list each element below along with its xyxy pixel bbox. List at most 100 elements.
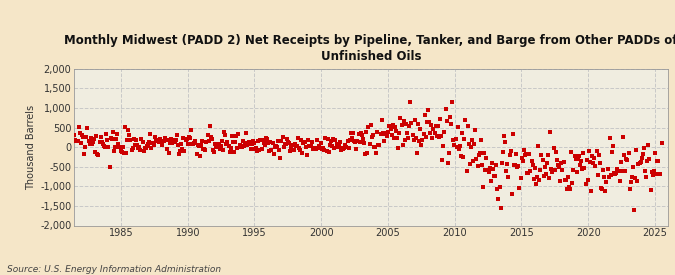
Point xyxy=(167,141,178,145)
Point xyxy=(292,136,303,140)
Point xyxy=(95,135,106,139)
Point xyxy=(452,125,463,129)
Point xyxy=(290,144,301,148)
Point xyxy=(655,172,666,176)
Point xyxy=(214,146,225,151)
Point xyxy=(315,145,325,150)
Point xyxy=(145,132,156,136)
Point xyxy=(107,130,118,134)
Point xyxy=(623,151,634,155)
Point xyxy=(520,152,531,156)
Point xyxy=(637,156,647,160)
Point xyxy=(647,173,658,177)
Point xyxy=(480,167,491,172)
Point xyxy=(601,180,612,184)
Point xyxy=(344,138,355,142)
Point xyxy=(642,159,653,164)
Point xyxy=(103,144,114,149)
Point xyxy=(379,138,389,143)
Point xyxy=(404,124,414,129)
Point xyxy=(619,153,630,157)
Point xyxy=(353,132,364,137)
Point xyxy=(656,141,667,145)
Point xyxy=(613,169,624,174)
Point xyxy=(564,184,574,189)
Point xyxy=(147,141,158,145)
Point xyxy=(482,167,493,172)
Point xyxy=(142,142,153,147)
Point xyxy=(460,118,471,122)
Point xyxy=(196,143,207,148)
Point xyxy=(484,166,495,170)
Point xyxy=(334,140,345,144)
Point xyxy=(126,148,137,152)
Point xyxy=(246,142,257,147)
Point xyxy=(367,133,378,137)
Point xyxy=(424,120,435,124)
Point xyxy=(454,147,464,151)
Point xyxy=(487,161,497,165)
Point xyxy=(545,130,556,134)
Point xyxy=(360,152,371,156)
Point xyxy=(346,131,356,135)
Point xyxy=(607,150,618,154)
Point xyxy=(221,142,232,146)
Point xyxy=(211,145,222,149)
Point xyxy=(93,152,104,157)
Point xyxy=(298,141,309,145)
Point xyxy=(341,145,352,149)
Point xyxy=(435,117,446,122)
Point xyxy=(595,161,605,165)
Point xyxy=(389,125,400,129)
Point xyxy=(123,128,134,132)
Point xyxy=(570,157,581,161)
Point xyxy=(429,130,440,135)
Point xyxy=(85,136,96,141)
Point xyxy=(620,169,630,174)
Point xyxy=(254,147,265,152)
Point xyxy=(502,161,513,166)
Point xyxy=(304,144,315,148)
Point xyxy=(445,115,456,119)
Point xyxy=(637,152,648,156)
Point xyxy=(224,150,235,155)
Point xyxy=(171,133,182,137)
Point xyxy=(102,138,113,143)
Point xyxy=(556,161,567,165)
Point xyxy=(205,135,216,139)
Point xyxy=(533,144,543,148)
Point xyxy=(450,137,461,141)
Point xyxy=(136,137,147,142)
Point xyxy=(302,138,313,142)
Point xyxy=(74,131,85,136)
Point xyxy=(406,121,417,125)
Point xyxy=(119,125,130,130)
Point xyxy=(151,139,161,144)
Point xyxy=(207,137,217,141)
Point xyxy=(306,143,317,148)
Point xyxy=(470,127,481,132)
Point xyxy=(154,140,165,144)
Point xyxy=(352,138,363,143)
Point xyxy=(232,145,243,150)
Point xyxy=(105,136,116,140)
Point xyxy=(654,172,665,177)
Point xyxy=(423,108,433,112)
Point xyxy=(148,142,159,147)
Point xyxy=(431,134,442,139)
Point xyxy=(109,149,119,153)
Point xyxy=(604,136,615,140)
Point xyxy=(175,148,186,153)
Point xyxy=(99,144,109,148)
Point xyxy=(400,122,411,126)
Point xyxy=(491,163,502,167)
Point xyxy=(614,179,625,184)
Point xyxy=(461,169,472,173)
Point xyxy=(358,141,369,146)
Point xyxy=(591,149,602,153)
Point xyxy=(209,149,219,154)
Point xyxy=(275,156,286,161)
Point xyxy=(651,172,661,176)
Point xyxy=(157,142,168,147)
Point xyxy=(537,158,548,162)
